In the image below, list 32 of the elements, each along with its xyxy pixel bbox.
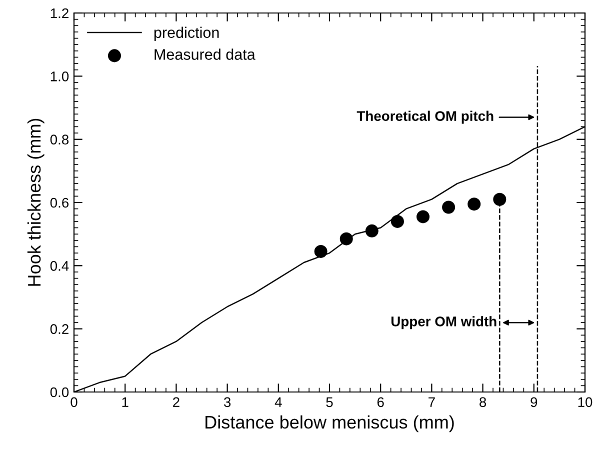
x-axis-title: Distance below meniscus (mm) [206,415,454,432]
x-tick-label: 9 [530,397,538,408]
annotation: Upper OM width [391,316,496,330]
x-tick-label: 10 [578,397,592,408]
x-tick-label: 8 [480,397,486,408]
x-tick-label: 6 [377,397,384,408]
x-tick-label: 0 [70,397,78,408]
legend-label: Measured data [154,48,256,60]
point [468,198,481,211]
point [314,244,328,258]
x-tick-label: 7 [428,397,435,407]
x-tick-label: 3 [224,397,231,408]
y-tick-label: 0.0 [50,387,69,398]
point [340,232,353,246]
x-tick-label: 4 [274,397,282,407]
y-tick-label: 0.8 [50,134,69,145]
point [365,224,378,238]
y-tick-label: 0.6 [50,198,69,208]
point [416,210,430,224]
y-tick-label: 1.2 [50,8,68,18]
y-tick-label: 0.2 [50,324,68,334]
legend-label: prediction [154,26,219,41]
point [390,214,404,228]
x-tick-label: 1 [122,397,128,407]
point [493,192,506,206]
x-tick-label: 5 [326,397,333,408]
x-tick-label: 2 [173,397,180,407]
y-tick-label: 0.4 [50,261,69,271]
annotation: Theoretical OM pitch [356,110,494,124]
point [442,200,456,214]
y-tick-label: 1.0 [50,72,69,82]
y-axis-title: Hook thickness (mm) [27,118,44,286]
